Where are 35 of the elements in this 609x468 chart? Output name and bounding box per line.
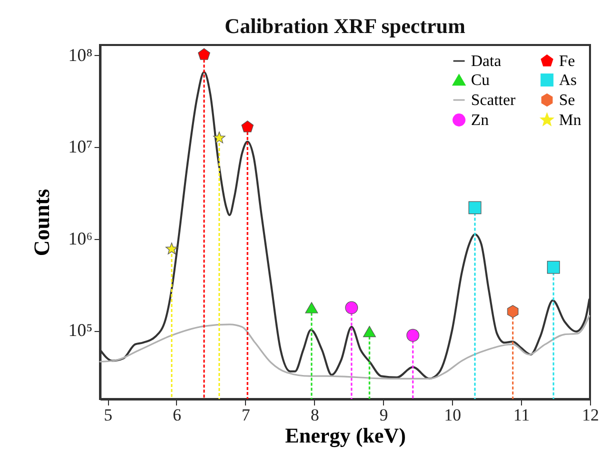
x-axis-title: Energy (keV) bbox=[285, 424, 406, 448]
y-axis-title: Counts bbox=[29, 188, 54, 256]
legend-label: Scatter bbox=[471, 92, 516, 109]
y-tick-label: 10⁸ bbox=[68, 44, 92, 65]
legend-label: As bbox=[559, 72, 577, 89]
point bbox=[363, 326, 376, 338]
legend-label: Se bbox=[559, 92, 575, 109]
x-tick-label: 9 bbox=[380, 406, 388, 424]
y-tick-label: 10⁵ bbox=[68, 320, 92, 340]
x-tick-label: 10 bbox=[444, 406, 462, 424]
x-tick-label: 7 bbox=[242, 406, 251, 424]
legend-label: Mn bbox=[559, 112, 582, 129]
chart-title: Calibration XRF spectrum bbox=[224, 14, 466, 38]
point bbox=[406, 328, 420, 342]
line-series bbox=[99, 315, 590, 380]
point bbox=[241, 120, 254, 132]
legend-label: Data bbox=[471, 53, 502, 70]
x-tick-label: 11 bbox=[513, 406, 530, 424]
legend-label: Cu bbox=[471, 72, 490, 89]
point bbox=[547, 260, 560, 274]
y-tick-label: 10⁶ bbox=[68, 228, 92, 248]
x-tick-label: 8 bbox=[310, 406, 320, 424]
legend-label: Zn bbox=[471, 112, 489, 129]
x-tick-label: 6 bbox=[172, 406, 182, 424]
y-tick-label: 10⁷ bbox=[68, 136, 92, 157]
point bbox=[213, 132, 226, 144]
x-tick-label: 12 bbox=[582, 406, 599, 424]
point bbox=[166, 242, 178, 254]
point bbox=[345, 301, 358, 314]
point bbox=[198, 48, 210, 60]
point bbox=[468, 201, 482, 214]
x-tick-label: 5 bbox=[104, 406, 112, 424]
point bbox=[305, 302, 318, 314]
legend-label: Fe bbox=[559, 53, 575, 70]
point bbox=[507, 305, 518, 318]
